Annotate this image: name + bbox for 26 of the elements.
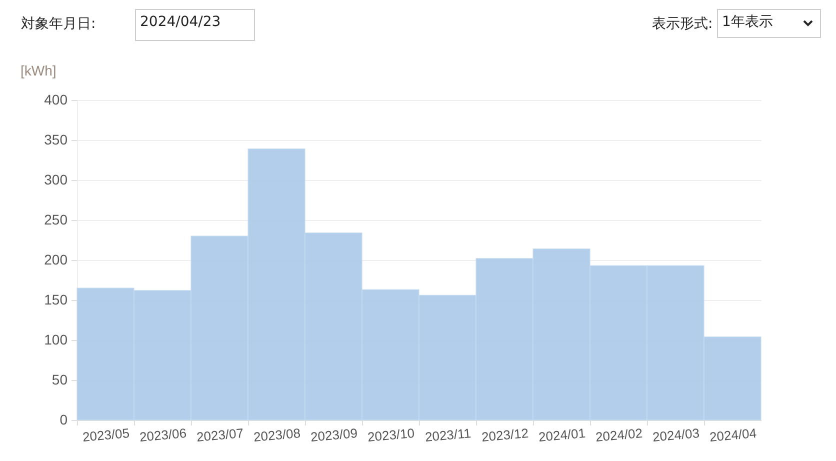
- y-tick-label: 200: [44, 252, 68, 268]
- x-tick-label: 2023/08: [252, 425, 302, 444]
- x-tick-label: 2023/12: [480, 425, 530, 444]
- y-tick-label: 350: [44, 132, 68, 148]
- x-tick-label: 2023/09: [310, 425, 358, 444]
- x-tick-label: 2024/03: [652, 425, 700, 444]
- y-tick-label: 50: [52, 372, 68, 388]
- y-tick-label: 150: [44, 292, 68, 308]
- y-tick-label: 300: [44, 172, 68, 188]
- x-tick-label: 2023/05: [82, 425, 130, 444]
- dropdown-field: 1年表示: [717, 9, 821, 38]
- y-axis-title: [kWh]: [20, 62, 56, 78]
- x-tick-label: 2023/10: [366, 425, 416, 444]
- x-tick-label: 2024/02: [594, 425, 644, 444]
- y-tick-label: 100: [44, 332, 68, 348]
- text: 対象年月日:: [21, 15, 96, 33]
- y-tick-label: 0: [60, 412, 68, 428]
- y-tick-label: 400: [44, 92, 68, 108]
- x-tick-label: 2024/04: [708, 425, 758, 444]
- x-tick-label: 2023/11: [424, 426, 472, 444]
- text: 表示形式:: [652, 15, 713, 33]
- x-tick-label: 2023/06: [138, 425, 188, 444]
- y-tick-label: 250: [44, 212, 68, 228]
- x-tick-label: 2023/07: [196, 425, 244, 444]
- date-field: 2024/04/23: [135, 9, 255, 41]
- x-tick-label: 2024/01: [538, 425, 586, 444]
